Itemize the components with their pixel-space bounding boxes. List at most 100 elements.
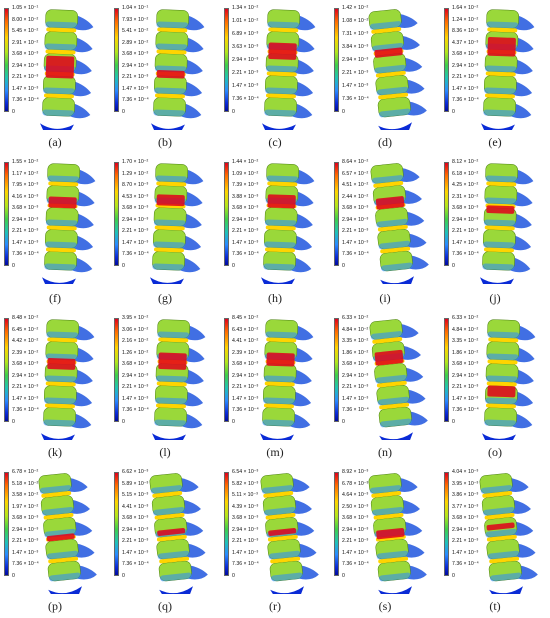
colorbar-tick-label: 7.36 × 10⁻⁴ [122,561,149,568]
colorbar-tick-label: 6.78 × 10⁻³ [342,480,369,487]
spine-model-image [149,473,208,594]
colorbar-tick-label: 0 [122,418,125,425]
colorbar-tick-label: 2.94 × 10⁻³ [232,372,259,379]
colorbar [444,8,449,112]
colorbar-tick-label: 8.45 × 10⁻² [232,315,259,321]
colorbar-tick-label: 8.48 × 10⁻² [12,315,39,321]
colorbar-tick-label: 2.21 × 10⁻³ [452,384,479,391]
spine-model-image [480,9,535,130]
colorbar-tick-label: 0 [452,418,455,425]
colorbar-tick-label: 7.36 × 10⁻⁴ [12,251,39,258]
colorbar-tick-label: 2.44 × 10⁻² [342,193,369,200]
spine-model-image [259,319,314,440]
colorbar-tick-label: 7.36 × 10⁻⁴ [122,251,149,258]
colorbar-tick-label: 7.36 × 10⁻⁴ [12,407,39,414]
colorbar-tick-label: 2.89 × 10⁻² [122,39,149,46]
colorbar-tick-labels: 1.55 × 10⁻² 1.17 × 10⁻² 7.95 × 10⁻³ 4.16 × … [12,159,60,269]
colorbar-tick-labels: 6.62 × 10⁻³ 5.89 × 10⁻³ 5.15 × 10⁻³ 4.41 × … [122,469,170,579]
colorbar-tick-label: 0 [342,418,345,425]
colorbar-tick-label: 7.36 × 10⁻⁴ [232,407,259,414]
colorbar-tick-label: 2.21 × 10⁻³ [342,538,369,545]
colorbar-tick-label: 3.88 × 10⁻³ [232,193,259,200]
colorbar-tick-label: 1.47 × 10⁻³ [122,549,149,556]
stress-panel: 6.54 × 10⁻³ 5.82 × 10⁻³ 5.11 × 10⁻³ 4.39 × … [220,464,330,618]
stress-panel: 8.92 × 10⁻³ 6.78 × 10⁻³ 4.64 × 10⁻³ 2.50 × … [330,464,440,618]
colorbar-tick-label: 3.68 × 10⁻³ [342,205,369,212]
colorbar-tick-label: 1.47 × 10⁻³ [12,85,39,92]
colorbar [224,472,229,576]
colorbar-tick-label: 3.68 × 10⁻³ [232,361,259,368]
panel-caption: (t) [489,599,501,613]
panel-caption: (c) [268,135,282,149]
stress-panel: 1.05 × 10⁻¹ 8.00 × 10⁻² 5.45 × 10⁻² 2.91 × … [0,0,110,154]
colorbar-tick-labels: 1.64 × 10⁻² 1.24 × 10⁻² 8.36 × 10⁻³ 4.37 × … [452,5,500,115]
colorbar-tick-label: 7.36 × 10⁻⁴ [452,561,479,568]
colorbar-tick-label: 0 [232,418,235,425]
colorbar-tick-label: 4.42 × 10⁻² [12,338,39,345]
stress-panel: 8.64 × 10⁻² 6.57 × 10⁻² 4.51 × 10⁻² 2.44 × … [330,154,440,310]
colorbar-tick-label: 3.63 × 10⁻³ [232,44,259,50]
spine-model-image [370,163,429,284]
colorbar-tick-labels: 8.48 × 10⁻² 6.45 × 10⁻² 4.42 × 10⁻² 2.39 × … [12,315,60,425]
colorbar-tick-label: 6.33 × 10⁻² [342,315,369,321]
colorbar-tick-label: 8.12 × 10⁻² [452,159,479,165]
colorbar [444,162,449,266]
spine-model-image [481,319,536,440]
colorbar-tick-label: 0 [342,572,345,579]
colorbar [4,162,9,266]
colorbar-tick-label: 2.21 × 10⁻³ [342,384,369,391]
colorbar-tick-label: 5.41 × 10⁻² [122,28,149,35]
colorbar-tick-label: 1.47 × 10⁻³ [342,83,369,89]
panel-caption: (a) [48,135,62,149]
colorbar-tick-label: 0 [452,572,455,579]
spine-model-image [479,473,538,594]
colorbar-tick-label: 1.47 × 10⁻³ [342,549,369,556]
stress-panel: 6.33 × 10⁻² 4.84 × 10⁻² 3.35 × 10⁻² 1.86 × … [330,310,440,464]
colorbar-tick-label: 0 [232,262,235,269]
colorbar-tick-label: 4.41 × 10⁻² [232,338,259,345]
colorbar-tick-label: 2.94 × 10⁻³ [452,216,479,223]
colorbar-tick-label: 1.44 × 10⁻² [232,159,259,165]
colorbar-tick-label: 1.47 × 10⁻³ [232,549,259,556]
colorbar-tick-label: 8.00 × 10⁻² [12,16,39,23]
colorbar [334,162,339,266]
spine-model-image [39,9,94,130]
stress-panel: 1.42 × 10⁻² 1.08 × 10⁻² 7.31 × 10⁻³ 3.84 × … [330,0,440,154]
spine-model-image [369,319,428,440]
colorbar [224,162,229,266]
colorbar-tick-label: 2.21 × 10⁻³ [452,228,479,235]
colorbar-tick-label: 1.47 × 10⁻³ [342,395,369,402]
colorbar-tick-label: 3.95 × 10⁻² [122,315,149,321]
colorbar-tick-label: 4.51 × 10⁻² [342,182,369,189]
spine-model-image [150,9,205,130]
colorbar-tick-label: 2.94 × 10⁻³ [232,57,259,63]
colorbar-tick-label: 2.21 × 10⁻³ [452,74,479,81]
colorbar-tick-label: 1.47 × 10⁻³ [122,239,149,246]
colorbar-tick-label: 3.77 × 10⁻³ [452,503,479,510]
colorbar-tick-labels: 1.04 × 10⁻¹ 7.93 × 10⁻² 5.41 × 10⁻² 2.89 × … [122,5,170,115]
colorbar-tick-label: 1.47 × 10⁻³ [232,83,259,89]
colorbar-tick-label: 7.36 × 10⁻⁴ [452,97,479,104]
colorbar-tick-label: 7.36 × 10⁻⁴ [452,407,479,414]
colorbar-tick-label: 2.94 × 10⁻³ [452,526,479,533]
colorbar-tick-label: 2.21 × 10⁻³ [12,228,39,235]
colorbar-tick-label: 7.36 × 10⁻⁴ [342,96,369,102]
colorbar-tick-label: 1.47 × 10⁻³ [12,549,39,556]
colorbar-tick-label: 3.68 × 10⁻³ [122,205,149,212]
colorbar-tick-label: 2.21 × 10⁻³ [122,228,149,235]
colorbar-tick-label: 1.86 × 10⁻² [452,349,479,356]
stress-panel: 4.04 × 10⁻³ 3.95 × 10⁻³ 3.86 × 10⁻³ 3.77 × … [440,464,550,618]
stress-panel: 1.55 × 10⁻² 1.17 × 10⁻² 7.95 × 10⁻³ 4.16 × … [0,154,110,310]
colorbar-tick-label: 1.64 × 10⁻² [452,5,479,11]
colorbar-tick-label: 3.35 × 10⁻² [452,338,479,345]
panel-caption: (l) [159,445,171,459]
spine-model-image [368,473,427,594]
colorbar-tick-label: 7.36 × 10⁻⁴ [342,561,369,568]
panel-caption: (b) [158,135,172,149]
colorbar-tick-label: 4.04 × 10⁻³ [452,469,479,475]
colorbar-tick-label: 4.37 × 10⁻³ [452,39,479,46]
colorbar-tick-label: 1.47 × 10⁻³ [452,549,479,556]
colorbar-tick-label: 2.94 × 10⁻³ [12,216,39,223]
colorbar-tick-label: 8.64 × 10⁻² [342,159,369,165]
